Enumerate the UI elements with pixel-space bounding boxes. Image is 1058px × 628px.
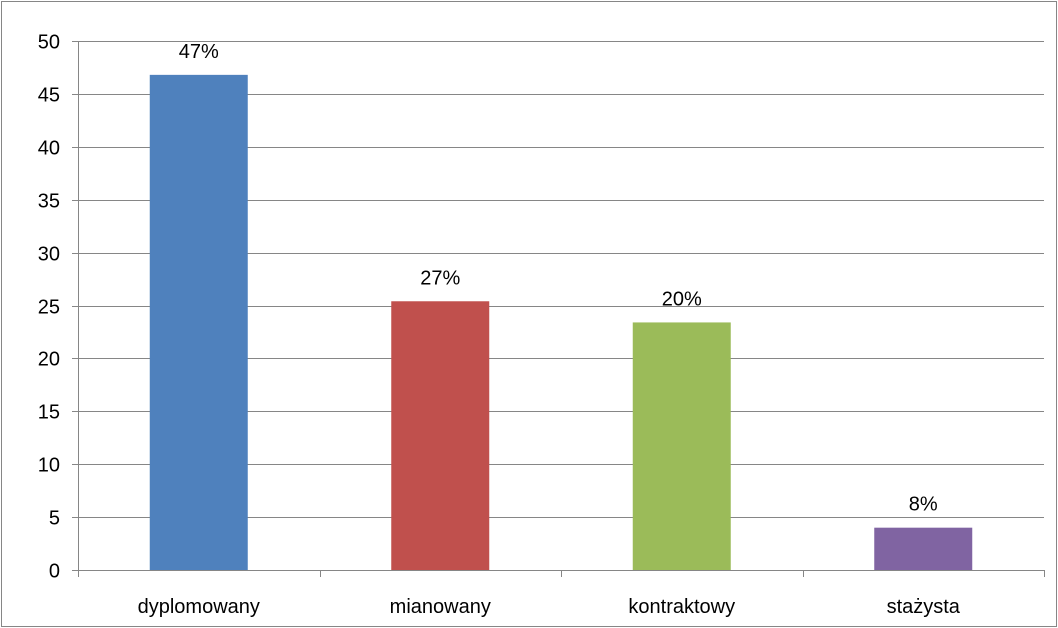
bars <box>149 74 973 570</box>
labels: 0 5 10 15 20 25 30 35 40 45 50 47% dyplomowany 27% mia… <box>38 32 961 619</box>
y-tick-label: 5 <box>49 508 60 530</box>
y-tick-label: 50 <box>38 32 60 54</box>
x-tick-label: stażysta <box>887 596 961 618</box>
y-tick-label: 45 <box>38 85 60 107</box>
x-tick-label: kontraktowy <box>628 596 735 618</box>
y-tick-label: 0 <box>49 561 60 583</box>
bar-kontraktowy <box>632 322 731 570</box>
y-tick-label: 10 <box>38 455 60 477</box>
y-tick-label: 40 <box>38 138 60 160</box>
y-tick-label: 30 <box>38 244 60 266</box>
x-tick-label: mianowany <box>390 596 491 618</box>
bar-mianowany <box>391 301 490 570</box>
bar-dyplomowany <box>149 74 248 570</box>
bar-stażysta <box>874 527 973 570</box>
x-tick-label: dyplomowany <box>138 596 260 618</box>
y-tick-label: 35 <box>38 191 60 213</box>
data-label: 47% <box>179 41 219 63</box>
y-tick-label: 20 <box>38 349 60 371</box>
data-label: 27% <box>420 267 460 289</box>
data-label: 20% <box>662 288 702 310</box>
y-tick-label: 15 <box>38 402 60 424</box>
y-tick-label: 25 <box>38 297 60 319</box>
data-label: 8% <box>909 494 938 516</box>
axes <box>72 41 1045 577</box>
